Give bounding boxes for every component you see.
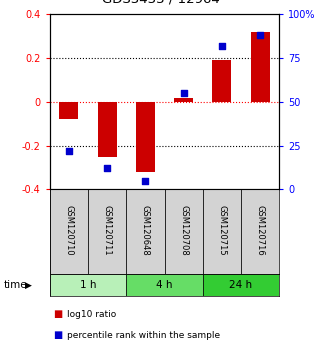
Text: GSM120716: GSM120716 [256,205,265,256]
Bar [203,274,279,296]
Text: ■: ■ [53,330,62,341]
Text: percentile rank within the sample: percentile rank within the sample [67,331,221,340]
Bar [88,189,126,274]
Text: GSM120715: GSM120715 [217,205,226,256]
Text: GSM120711: GSM120711 [103,205,112,256]
Point [219,43,224,49]
Point [143,178,148,183]
Bar [212,61,231,102]
Text: GSM120710: GSM120710 [65,205,74,256]
Text: ■: ■ [53,309,62,319]
Bar [241,189,279,274]
Text: 24 h: 24 h [230,280,253,291]
Bar [164,189,203,274]
Bar [174,98,193,102]
Point [181,90,186,96]
Text: GSM120708: GSM120708 [179,205,188,256]
Bar [98,102,117,157]
Text: GSM120648: GSM120648 [141,205,150,256]
Bar [251,32,270,102]
Point [105,166,110,171]
Bar [59,102,78,119]
Text: log10 ratio: log10 ratio [67,310,117,319]
Bar [126,274,203,296]
Bar [136,102,155,172]
Bar [50,274,126,296]
Bar [50,189,88,274]
Text: ▶: ▶ [25,281,32,290]
Bar [126,189,164,274]
Text: time: time [3,280,27,291]
Point [66,148,72,154]
Text: GDS3433 / 12964: GDS3433 / 12964 [102,0,219,6]
Text: 4 h: 4 h [156,280,173,291]
Bar [203,189,241,274]
Text: 1 h: 1 h [80,280,96,291]
Point [257,33,263,38]
